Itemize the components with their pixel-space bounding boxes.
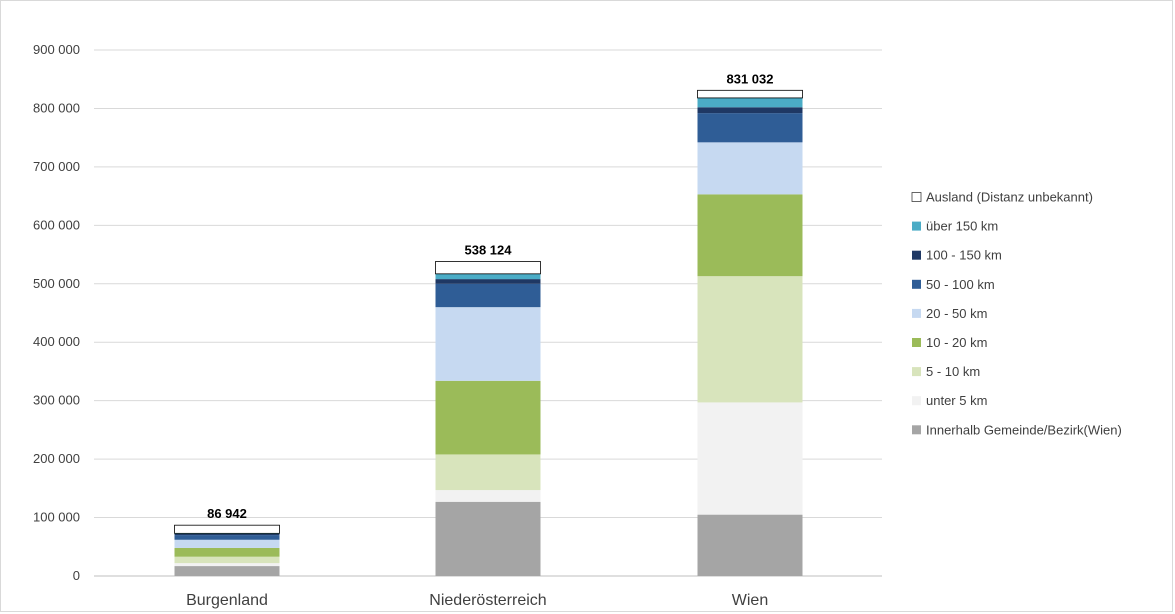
- bar-segment: [697, 89, 803, 99]
- legend-entry-label: Innerhalb Gemeinde/Bezirk(Wien): [926, 422, 1122, 437]
- bar-segment: [174, 563, 280, 567]
- legend-swatch: [912, 308, 921, 318]
- legend-swatch: [912, 250, 921, 260]
- bar-segment: [697, 194, 803, 277]
- legend-swatch: [912, 367, 921, 377]
- bar-segment: [435, 273, 541, 280]
- bar-segment: [435, 454, 541, 491]
- bar-segment: [697, 142, 803, 195]
- bar-segment: [697, 276, 803, 403]
- y-tick-label: 300 000: [33, 393, 80, 408]
- bar-segment: [697, 113, 803, 143]
- y-tick-label: 0: [73, 568, 80, 583]
- legend-swatch: [912, 425, 921, 435]
- y-tick-label: 600 000: [33, 217, 80, 232]
- legend-swatch: [912, 221, 921, 231]
- data-label-total: 538 124: [465, 242, 513, 257]
- bar-segment: [697, 97, 803, 108]
- legend-entry-label: 50 - 100 km: [926, 277, 995, 292]
- bar-segment: [435, 307, 541, 381]
- bar-segment: [697, 514, 803, 576]
- legend-entry-label: Ausland (Distanz unbekannt): [926, 190, 1093, 205]
- legend-swatch: [912, 279, 921, 289]
- y-tick-label: 900 000: [33, 42, 80, 57]
- bar-segment: [697, 402, 803, 515]
- y-tick-label: 400 000: [33, 334, 80, 349]
- x-tick-label: Wien: [732, 592, 768, 609]
- y-tick-label: 700 000: [33, 159, 80, 174]
- bar-segment: [174, 566, 280, 576]
- bar-segment: [174, 524, 280, 534]
- bar-segment: [435, 501, 541, 576]
- bar-segment: [435, 490, 541, 502]
- legend-entry-label: 20 - 50 km: [926, 306, 987, 321]
- x-tick-label: Niederösterreich: [429, 592, 546, 609]
- data-label-total: 831 032: [727, 71, 774, 86]
- legend-entry-label: über 150 km: [926, 219, 998, 234]
- bar-segment: [174, 556, 280, 564]
- data-label-total: 86 942: [207, 506, 247, 521]
- legend: Ausland (Distanz unbekannt) über 150 km 10…: [911, 190, 1122, 437]
- bar-segment: [174, 533, 280, 536]
- bar-segment: [435, 380, 541, 455]
- bar-segment: [435, 261, 541, 275]
- legend-entry-label: 5 - 10 km: [926, 364, 980, 379]
- bars: [174, 89, 803, 576]
- legend-entry-label: 10 - 20 km: [926, 335, 987, 350]
- bar-segment: [174, 539, 280, 548]
- legend-entry-label: unter 5 km: [926, 393, 987, 408]
- labels: 0 100 000 200 000 300 000 400 000 500 000 600 …: [33, 42, 774, 609]
- y-tick-label: 100 000: [33, 510, 80, 525]
- legend-swatch: [912, 338, 921, 347]
- bar-segment: [435, 283, 541, 308]
- y-tick-label: 800 000: [33, 100, 80, 115]
- y-tick-label: 200 000: [33, 451, 80, 466]
- legend-swatch: [911, 192, 922, 202]
- bar-segment: [174, 535, 280, 540]
- legend-swatch: [912, 396, 921, 406]
- y-tick-label: 500 000: [33, 276, 80, 291]
- legend-entry-label: 100 - 150 km: [926, 248, 1002, 263]
- x-tick-label: Burgenland: [186, 592, 268, 609]
- bar-segment: [697, 107, 803, 114]
- bar-segment: [174, 547, 280, 557]
- bar-segment: [435, 279, 541, 284]
